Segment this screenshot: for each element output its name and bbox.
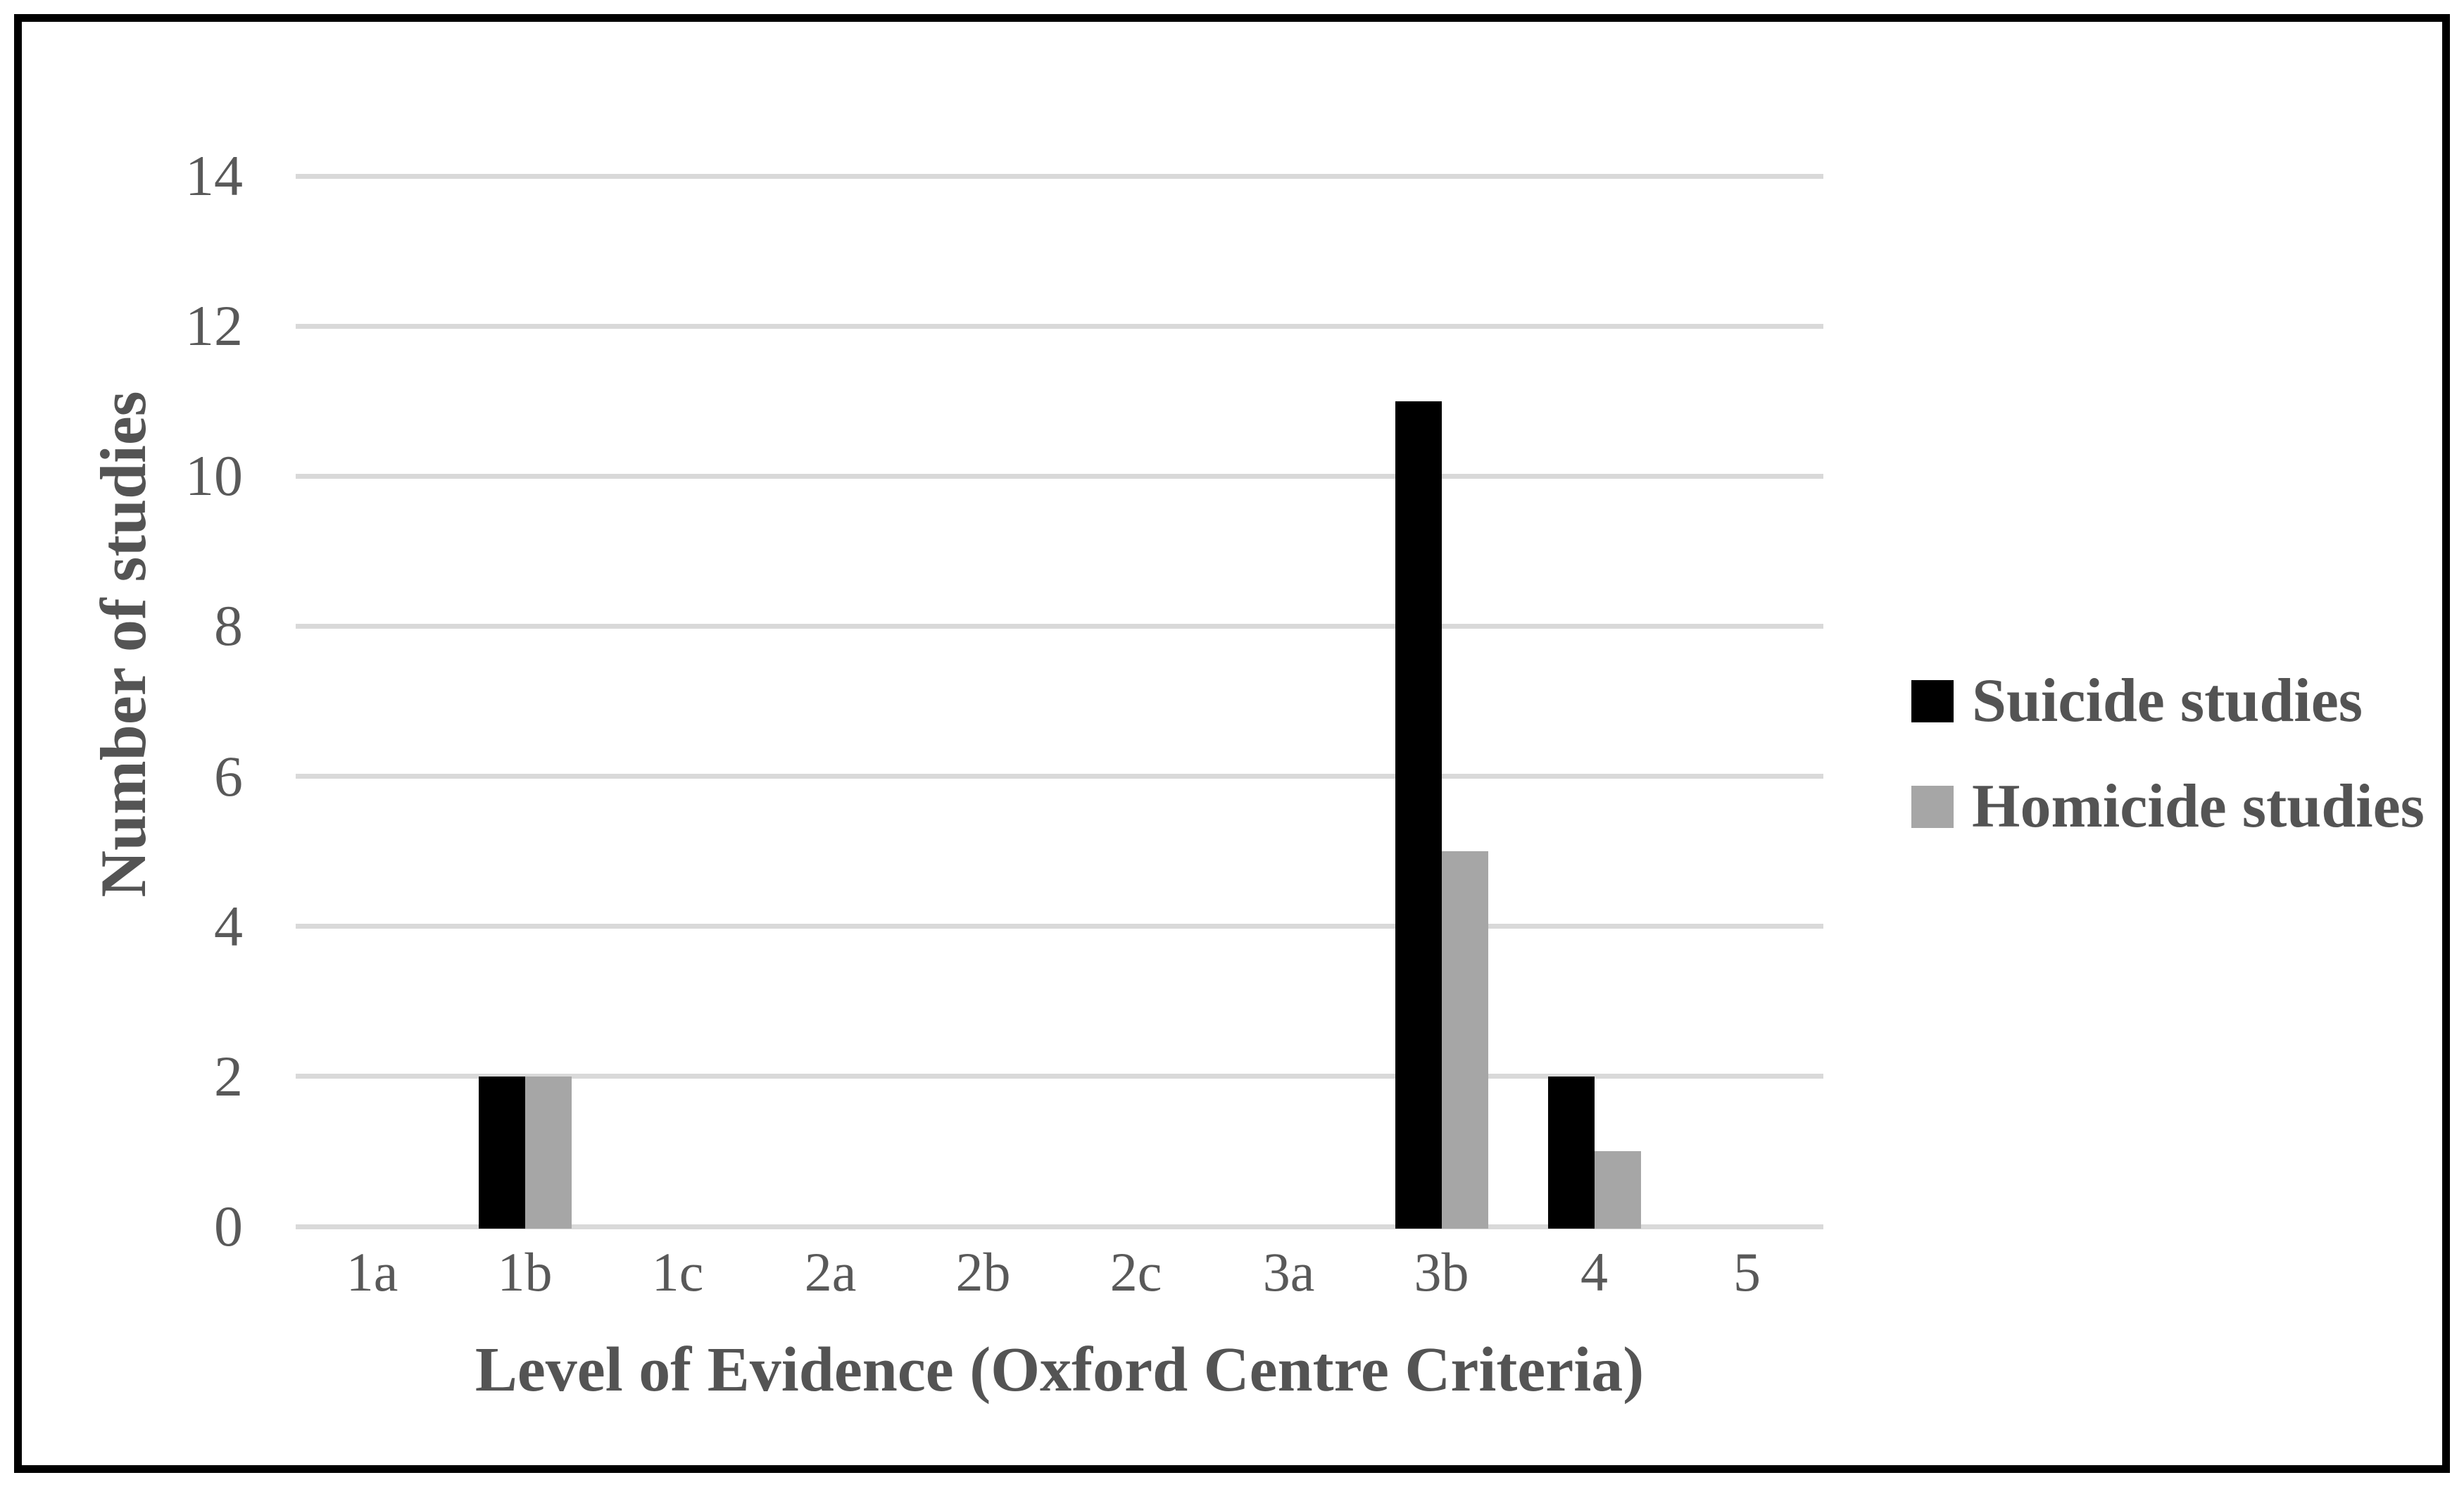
gridline-y-4 xyxy=(296,924,1823,929)
gridline-y-14 xyxy=(296,173,1823,179)
y-tick-label-2: 2 xyxy=(214,1043,243,1108)
bar-homicide-studies-3b xyxy=(1441,851,1488,1229)
legend-swatch-homicide-icon xyxy=(1911,786,1954,828)
x-tick-label-4: 4 xyxy=(1580,1241,1608,1303)
bar-suicide-studies-4 xyxy=(1547,1076,1595,1229)
x-axis-title: Level of Evidence (Oxford Centre Criteri… xyxy=(474,1335,1645,1405)
gridline-y-10 xyxy=(296,473,1823,479)
x-tick-label-2c: 2c xyxy=(1110,1241,1162,1303)
x-tick-label-1a: 1a xyxy=(346,1241,398,1303)
y-tick-label-6: 6 xyxy=(214,744,243,808)
legend-label-homicide: Homicide studies xyxy=(1972,772,2425,841)
bar-homicide-studies-4 xyxy=(1594,1151,1641,1229)
gridline-y-0 xyxy=(296,1224,1823,1229)
gridline-y-12 xyxy=(296,323,1823,329)
bar-suicide-studies-1b xyxy=(478,1076,525,1229)
x-tick-label-2b: 2b xyxy=(955,1241,1011,1303)
figure-border xyxy=(14,14,2450,1473)
gridline-y-8 xyxy=(296,623,1823,629)
legend-item-suicide: Suicide studies xyxy=(1911,662,2363,741)
bar-suicide-studies-3b xyxy=(1395,401,1442,1229)
bar-homicide-studies-1b xyxy=(524,1076,572,1229)
x-tick-label-1c: 1c xyxy=(651,1241,704,1303)
gridline-y-6 xyxy=(296,774,1823,779)
x-tick-label-3a: 3a xyxy=(1262,1241,1315,1303)
legend-swatch-suicide-icon xyxy=(1911,680,1954,722)
y-tick-label-0: 0 xyxy=(214,1194,243,1258)
y-tick-label-8: 8 xyxy=(214,594,243,658)
y-tick-label-12: 12 xyxy=(185,294,243,358)
y-tick-label-14: 14 xyxy=(185,144,243,208)
legend-label-suicide: Suicide studies xyxy=(1972,667,2363,735)
x-tick-label-1b: 1b xyxy=(497,1241,553,1303)
y-tick-label-4: 4 xyxy=(214,893,243,958)
x-tick-label-5: 5 xyxy=(1733,1241,1761,1303)
x-tick-label-2a: 2a xyxy=(804,1241,857,1303)
x-tick-label-3b: 3b xyxy=(1414,1241,1469,1303)
gridline-y-2 xyxy=(296,1074,1823,1079)
y-tick-label-10: 10 xyxy=(185,444,243,508)
legend-item-homicide: Homicide studies xyxy=(1911,767,2425,846)
